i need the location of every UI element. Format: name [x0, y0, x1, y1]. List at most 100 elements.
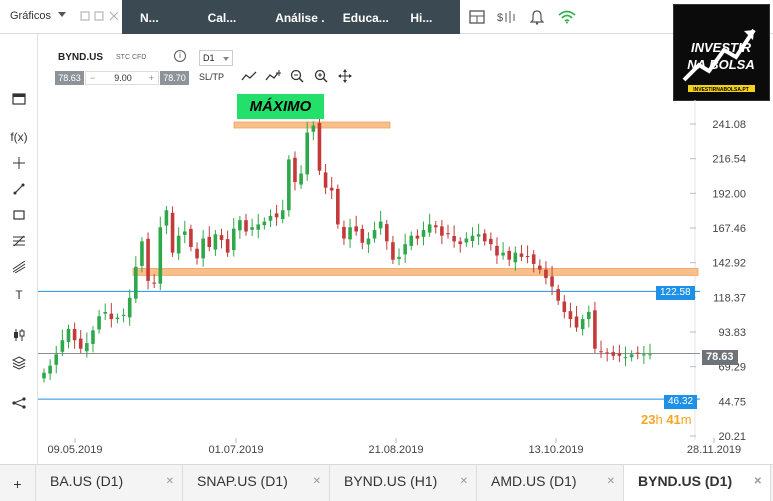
price-tick-label: 142.92: [712, 258, 746, 270]
popout-icon[interactable]: [80, 11, 120, 21]
current-price-badge: 78.63: [702, 350, 738, 365]
chart-tab[interactable]: BYND.US (H1) ✕: [330, 465, 477, 501]
candle-body: [72, 328, 77, 341]
sell-button[interactable]: 78.63: [55, 71, 84, 85]
share-icon[interactable]: [9, 394, 29, 412]
candle-body: [195, 248, 199, 259]
candle-body: [366, 238, 371, 245]
bell-icon[interactable]: [522, 0, 552, 34]
close-icon[interactable]: ✕: [165, 476, 174, 487]
nav-tab[interactable]: Educa...: [342, 11, 389, 25]
candle-body: [446, 233, 450, 235]
candle-body: [268, 215, 273, 221]
candle-body: [489, 238, 493, 245]
fibonacci-icon[interactable]: [9, 232, 29, 250]
candle-body: [244, 220, 248, 232]
candle-body: [605, 352, 609, 354]
line-chart-icon[interactable]: [237, 66, 261, 86]
candle-body: [305, 132, 310, 175]
candle-body: [482, 233, 487, 242]
close-icon[interactable]: ✕: [312, 476, 321, 487]
move-icon[interactable]: [333, 66, 357, 86]
charts-menu[interactable]: Gráficos: [10, 10, 51, 22]
candle-body: [568, 311, 573, 320]
candle-body: [250, 227, 254, 230]
drawing-toolbar: f(x) T: [0, 34, 38, 464]
dollar-chart-icon[interactable]: $: [492, 0, 522, 34]
candle-body: [470, 235, 475, 242]
candle-body: [238, 220, 242, 231]
candle-body: [85, 343, 89, 352]
candle-body: [109, 313, 114, 320]
candle-body: [201, 238, 205, 259]
price-tick-label: 93.83: [718, 327, 746, 339]
indicators-icon[interactable]: f(x): [10, 130, 28, 144]
candle-body: [464, 238, 469, 243]
candle-body: [323, 172, 328, 188]
candle-body: [207, 236, 212, 248]
quantity-stepper[interactable]: 9.00 − +: [85, 71, 159, 85]
date-tick-label: 01.07.2019: [208, 444, 263, 456]
top-icons: $: [462, 0, 582, 34]
zoom-in-icon[interactable]: [309, 66, 333, 86]
close-icon[interactable]: ✕: [606, 476, 615, 487]
panel-icon[interactable]: [9, 90, 29, 108]
pitchfork-icon[interactable]: [9, 258, 29, 276]
support-zone[interactable]: [132, 268, 699, 276]
price-chart[interactable]: 241.08 216.54 192.00 167.46 142.92 118.37 93.8…: [0, 0, 773, 462]
candle-body: [635, 352, 640, 354]
nav-tab[interactable]: Hi...: [410, 11, 433, 25]
layers-icon[interactable]: [9, 354, 29, 372]
text-icon[interactable]: T: [15, 288, 23, 302]
candle-body: [121, 314, 126, 316]
layout-icon[interactable]: [462, 0, 492, 34]
crosshair-icon[interactable]: [9, 154, 29, 172]
trendline-icon[interactable]: [9, 180, 29, 198]
level-badge-upper[interactable]: 122.58: [656, 286, 695, 300]
candle-body: [134, 266, 138, 299]
main-nav: N... Cal... Análise ... Educa... Hi...: [122, 0, 460, 34]
close-icon[interactable]: ✕: [459, 476, 468, 487]
chart-tab[interactable]: AMD.US (D1) ✕: [477, 465, 624, 501]
candle-body: [182, 231, 187, 235]
window-controls[interactable]: [80, 11, 120, 24]
candle-body: [623, 357, 628, 359]
chart-tab-label: BA.US (D1): [50, 473, 124, 489]
chart-tab-active[interactable]: BYND.US (D1) ✕: [624, 465, 771, 501]
countdown-hours: 23: [641, 412, 656, 427]
close-icon[interactable]: ✕: [753, 476, 762, 487]
price-tick-label: 241.08: [712, 119, 746, 131]
zoom-out-icon[interactable]: [285, 66, 309, 86]
candle-body: [544, 269, 548, 279]
chart-tab[interactable]: SNAP.US (D1) ✕: [183, 465, 330, 501]
candle-countdown: 23h 41m: [641, 412, 692, 427]
plus-icon[interactable]: +: [148, 73, 154, 83]
candle-body: [580, 319, 585, 330]
rectangle-icon[interactable]: [9, 206, 29, 224]
add-tab-button[interactable]: +: [0, 465, 36, 501]
price-tick-label: 20.21: [718, 431, 746, 443]
indicator-add-icon[interactable]: [261, 66, 285, 86]
chevron-down-icon[interactable]: [58, 12, 66, 17]
nav-tab[interactable]: Análise ...: [275, 11, 325, 25]
candle-body: [391, 242, 395, 260]
level-badge-lower[interactable]: 46.32: [664, 395, 698, 409]
timeframe-select[interactable]: D1: [199, 50, 233, 66]
candle-body: [593, 310, 597, 349]
logo-line2: NA BOLSA: [687, 57, 754, 72]
quantity-value[interactable]: 9.00: [114, 73, 132, 83]
candle-body: [158, 227, 163, 284]
sltp-button[interactable]: SL/TP: [199, 72, 225, 82]
candle-body: [66, 328, 71, 342]
nav-tab[interactable]: Cal...: [207, 11, 237, 25]
candle-body: [115, 317, 120, 320]
max-annotation[interactable]: MÁXIMO: [237, 94, 324, 119]
buy-button[interactable]: 78.70: [160, 71, 189, 85]
candle-body: [219, 235, 224, 240]
info-icon[interactable]: i: [174, 50, 186, 62]
chart-tab[interactable]: BA.US (D1) ✕: [36, 465, 183, 501]
nav-tab[interactable]: N...: [140, 11, 159, 25]
minus-icon[interactable]: −: [90, 73, 96, 83]
candles-icon[interactable]: [9, 326, 29, 344]
